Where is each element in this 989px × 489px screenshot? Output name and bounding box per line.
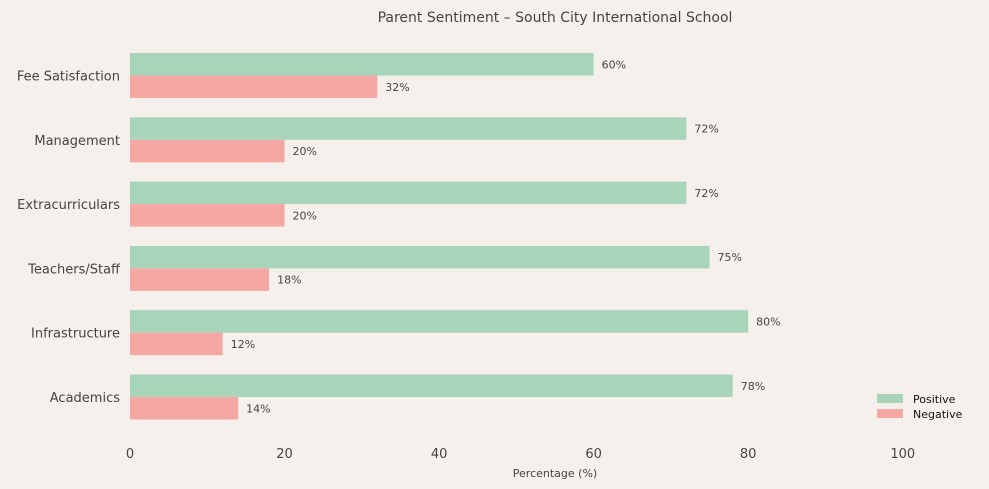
category-label: Academics xyxy=(50,391,120,406)
data-label: 72% xyxy=(694,187,718,200)
category-label: Teachers/Staff xyxy=(27,262,121,277)
category-label: Extracurriculars xyxy=(17,198,120,213)
bar-positive xyxy=(130,310,749,333)
data-label: 32% xyxy=(385,81,409,94)
legend-label-negative: Negative xyxy=(913,408,963,421)
data-label: 18% xyxy=(277,274,301,287)
data-label: 80% xyxy=(756,315,780,328)
legend-swatch-positive xyxy=(877,394,903,403)
x-tick-label: 40 xyxy=(431,447,448,462)
bar-positive xyxy=(130,53,594,76)
data-label: 20% xyxy=(293,145,317,158)
x-tick-label: 80 xyxy=(740,447,757,462)
legend-label-positive: Positive xyxy=(913,393,956,406)
data-label: 78% xyxy=(741,380,765,393)
bars-layer xyxy=(130,53,749,420)
bar-positive xyxy=(130,245,710,269)
x-tick-label: 100 xyxy=(890,447,915,462)
category-label: Management xyxy=(34,134,120,149)
x-tick-label: 60 xyxy=(585,447,602,462)
bar-positive xyxy=(130,374,733,397)
data-label: 60% xyxy=(602,58,626,71)
bar-positive xyxy=(130,181,687,205)
x-tick-label: 0 xyxy=(126,447,134,462)
bar-negative xyxy=(130,139,285,163)
bar-negative xyxy=(130,204,285,227)
category-label: Infrastructure xyxy=(31,327,120,342)
data-label: 14% xyxy=(246,402,270,415)
labels-layer: 78% 14% 80% 12% 75% 18% 72% 20% 72% 20% 60% 32% xyxy=(231,58,781,415)
legend-swatch-negative xyxy=(877,409,903,418)
category-label: Fee Satisfaction xyxy=(17,70,120,85)
data-label: 72% xyxy=(694,123,718,136)
x-tick-label: 20 xyxy=(276,447,293,462)
bar-positive xyxy=(130,117,687,140)
data-label: 20% xyxy=(293,209,317,222)
chart-title: Parent Sentiment – South City Internatio… xyxy=(378,10,733,26)
legend: Positive Negative xyxy=(877,393,963,421)
value-axis: 0 20 40 60 80 100 xyxy=(126,447,915,462)
bar-negative xyxy=(130,75,378,98)
x-axis-label: Percentage (%) xyxy=(513,467,597,480)
data-label: 75% xyxy=(718,251,742,264)
data-label: 12% xyxy=(231,338,255,351)
bar-negative xyxy=(130,268,270,291)
bar-negative xyxy=(130,397,239,420)
category-axis: Academics Infrastructure Teachers/Staff Ext… xyxy=(17,70,121,407)
bar-negative xyxy=(130,332,223,356)
